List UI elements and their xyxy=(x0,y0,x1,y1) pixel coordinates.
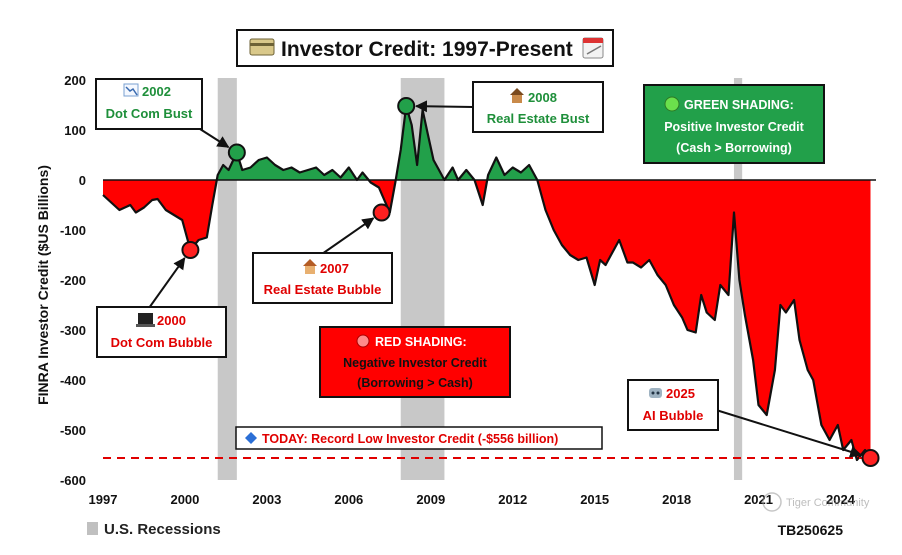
annotation-2025-year: 2025 xyxy=(666,386,695,401)
blue-diamond-icon xyxy=(245,432,257,444)
calendar-icon xyxy=(582,37,604,59)
annotation-2008-year: 2008 xyxy=(528,90,557,105)
today-note-text: TODAY: Record Low Investor Credit (-$556… xyxy=(262,432,558,446)
green-box-line2: Positive Investor Credit xyxy=(664,120,804,134)
annotation-2002: 2002 Dot Com Bust xyxy=(95,78,203,130)
annotation-2008: 2008 Real Estate Bust xyxy=(472,81,604,133)
legend: U.S. Recessions xyxy=(87,521,221,538)
x-tick-label: 2003 xyxy=(252,492,281,507)
annotation-2007-year: 2007 xyxy=(320,261,349,276)
tiger-logo-icon xyxy=(762,492,782,512)
red-circle-icon xyxy=(356,334,370,348)
marker-2000 xyxy=(181,241,200,259)
house-icon xyxy=(510,88,524,103)
connector-2000 xyxy=(148,257,186,309)
chart-down-icon xyxy=(123,83,139,97)
negative-credit-area xyxy=(103,180,871,460)
green-shading-box: GREEN SHADING: Positive Investor Credit … xyxy=(643,84,825,164)
y-tick-label: 200 xyxy=(64,73,86,88)
annotation-2025: 2025 AI Bubble xyxy=(627,379,719,431)
annotation-2025-text: AI Bubble xyxy=(643,408,704,423)
house-icon xyxy=(303,259,317,274)
event-markers xyxy=(181,97,880,467)
y-tick-label: -600 xyxy=(60,473,86,488)
watermark-text: Tiger Community xyxy=(786,497,870,509)
watermark: Tiger Community xyxy=(762,492,870,512)
red-box-line1: RED SHADING: xyxy=(375,335,467,349)
red-box-line2: Negative Investor Credit xyxy=(343,356,488,370)
recession-band-0 xyxy=(217,78,237,480)
x-tick-label: 2024 xyxy=(826,492,856,507)
annotation-2000-text: Dot Com Bubble xyxy=(111,335,213,350)
marker-2025 xyxy=(861,449,880,467)
chart-title: Investor Credit: 1997-Present xyxy=(281,38,573,61)
annotation-connectors xyxy=(148,100,863,458)
legend-swatch xyxy=(87,522,98,535)
marker-2008 xyxy=(397,97,416,115)
today-note: TODAY: Record Low Investor Credit (-$556… xyxy=(235,426,603,450)
x-tick-label: 2009 xyxy=(416,492,445,507)
y-axis-label: FINRA Investor Credit ($US Billions) xyxy=(35,165,51,405)
title-box: Investor Credit: 1997-Present xyxy=(236,29,614,67)
recession-band-2 xyxy=(733,78,743,480)
annotation-2000: 2000 Dot Com Bubble xyxy=(96,306,227,358)
x-tick-label: 2006 xyxy=(334,492,363,507)
x-tick-label: 2000 xyxy=(170,492,199,507)
source-label: TB250625 xyxy=(778,522,844,538)
annotation-2007-text: Real Estate Bubble xyxy=(264,282,382,297)
annotation-2002-year: 2002 xyxy=(142,84,171,99)
x-tick-label: 2018 xyxy=(662,492,691,507)
money-icon xyxy=(249,38,275,56)
x-tick-label: 2015 xyxy=(580,492,609,507)
y-tick-label: -100 xyxy=(60,223,86,238)
green-box-line3: (Cash > Borrowing) xyxy=(676,141,792,155)
y-tick-label: -400 xyxy=(60,373,86,388)
marker-2007 xyxy=(372,203,391,222)
green-circle-icon xyxy=(664,96,680,112)
marker-2002 xyxy=(227,143,246,162)
annotation-2000-year: 2000 xyxy=(157,313,186,328)
red-shading-box: RED SHADING: Negative Investor Credit (B… xyxy=(319,326,511,398)
connector-2025 xyxy=(699,404,863,458)
annotation-2002-text: Dot Com Bust xyxy=(106,106,193,121)
y-tick-label: -500 xyxy=(60,423,86,438)
green-box-line1: GREEN SHADING: xyxy=(684,98,794,112)
connector-2008 xyxy=(415,100,474,113)
connector-2002 xyxy=(199,128,230,148)
legend-label: U.S. Recessions xyxy=(104,521,221,538)
y-tick-label: -200 xyxy=(60,273,86,288)
robot-icon xyxy=(649,388,662,398)
annotation-2008-text: Real Estate Bust xyxy=(487,111,590,126)
y-tick-label: -300 xyxy=(60,323,86,338)
red-box-line3: (Borrowing > Cash) xyxy=(357,376,473,390)
x-tick-label: 2012 xyxy=(498,492,527,507)
y-tick-label: 0 xyxy=(79,173,86,188)
y-tick-label: 100 xyxy=(64,123,86,138)
computer-icon xyxy=(136,313,155,327)
connector-2007 xyxy=(321,217,375,255)
x-tick-label: 1997 xyxy=(89,492,118,507)
annotation-2007: 2007 Real Estate Bubble xyxy=(252,252,393,304)
